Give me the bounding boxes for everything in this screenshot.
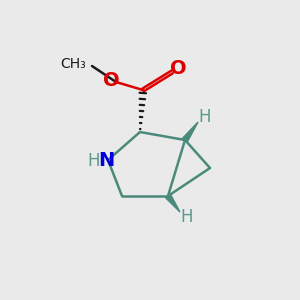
Polygon shape <box>166 194 180 212</box>
Polygon shape <box>183 122 198 142</box>
Text: O: O <box>103 70 119 89</box>
Text: H: H <box>88 152 100 170</box>
Text: O: O <box>170 59 186 79</box>
Text: H: H <box>199 108 211 126</box>
Text: N: N <box>98 152 114 170</box>
Text: H: H <box>181 208 193 226</box>
Text: CH₃: CH₃ <box>60 57 86 71</box>
